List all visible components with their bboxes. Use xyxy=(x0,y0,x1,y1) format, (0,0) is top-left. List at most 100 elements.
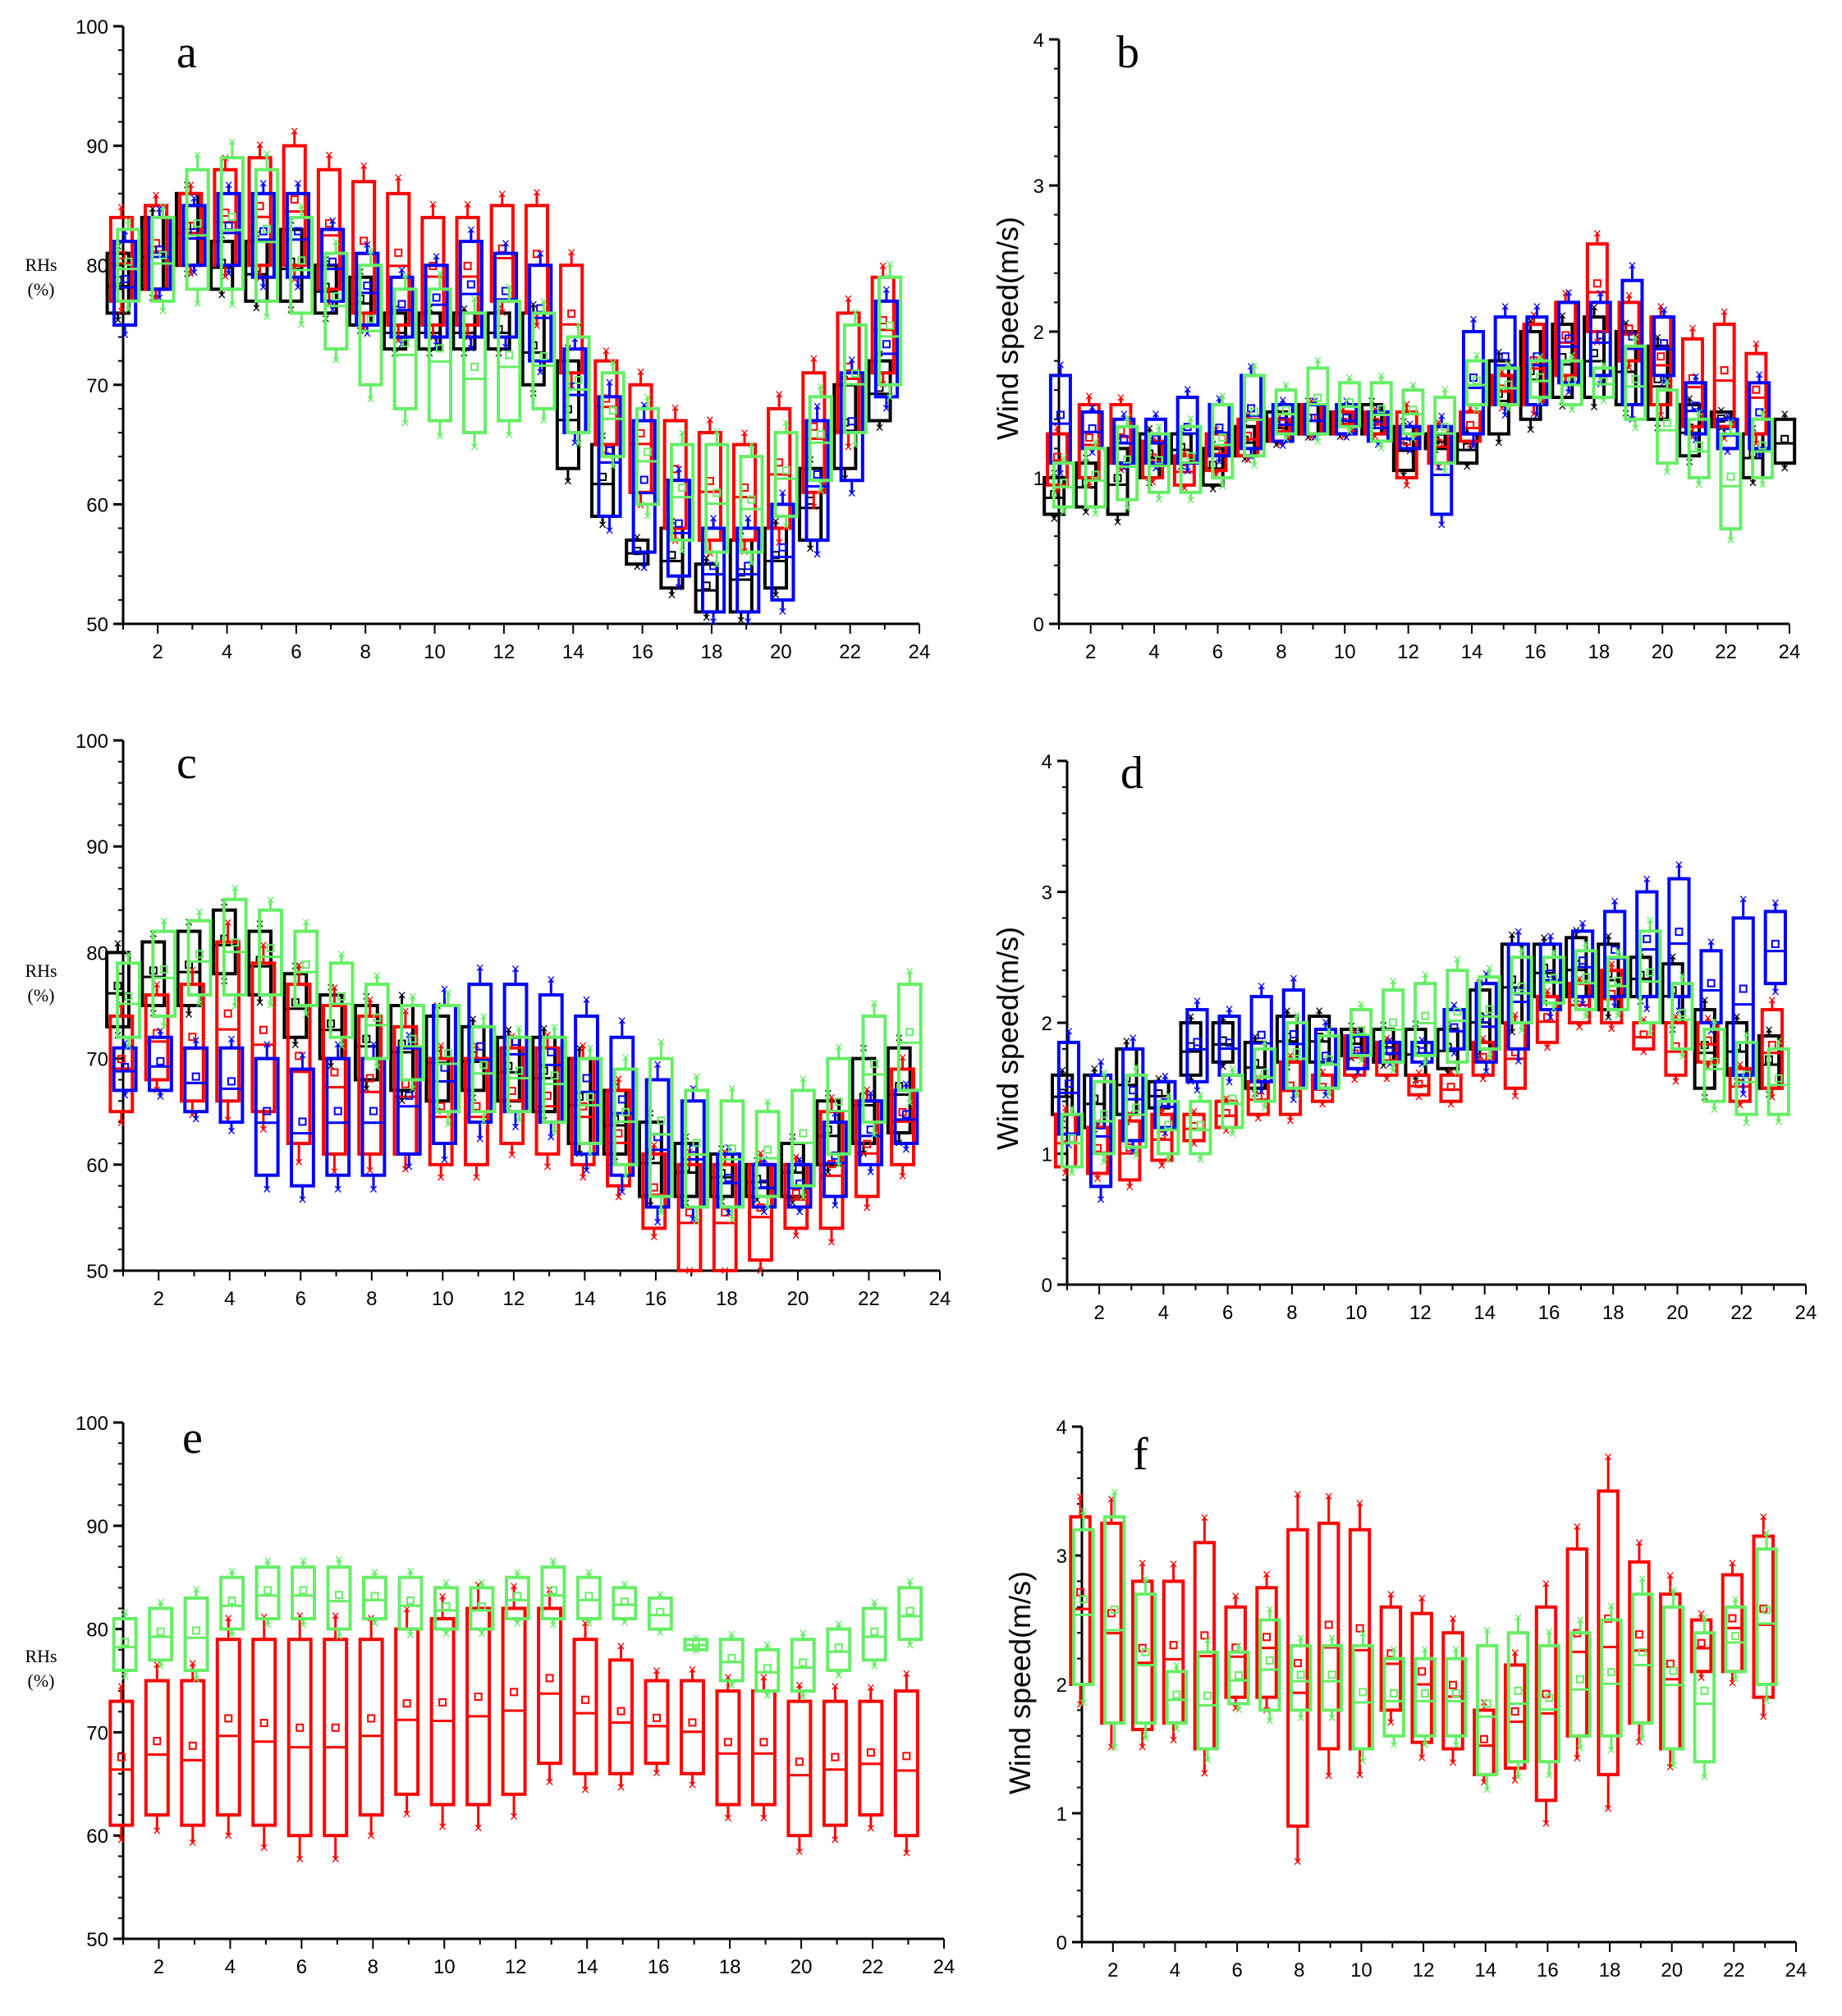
extreme-marker: × xyxy=(898,1050,907,1066)
extreme-marker: × xyxy=(1558,307,1567,323)
x-tick-label: 18 xyxy=(719,1956,741,1978)
extreme-marker: × xyxy=(1685,391,1694,407)
box xyxy=(429,1617,456,1807)
y-tick-label: 50 xyxy=(86,1261,108,1283)
extreme-marker: × xyxy=(689,1080,698,1097)
extreme-marker: × xyxy=(902,1142,911,1158)
box xyxy=(1320,1643,1344,1712)
box xyxy=(1088,1073,1113,1189)
extreme-marker: × xyxy=(1100,1065,1109,1081)
box xyxy=(1414,1656,1436,1738)
mean-marker xyxy=(1152,434,1161,443)
extreme-marker: × xyxy=(1694,404,1703,420)
extreme-marker: × xyxy=(1498,364,1507,380)
extreme-marker: × xyxy=(851,438,860,454)
extreme-marker: × xyxy=(1482,1063,1491,1079)
extreme-marker: × xyxy=(549,1617,558,1633)
extreme-marker: × xyxy=(1573,1519,1582,1535)
box xyxy=(291,1565,317,1621)
extreme-marker: × xyxy=(1079,1695,1088,1711)
box xyxy=(497,299,522,423)
extreme-marker: × xyxy=(159,1018,168,1034)
x-tick-label: 18 xyxy=(1588,641,1610,663)
box xyxy=(1121,1047,1145,1143)
mean-marker xyxy=(1731,1632,1740,1641)
x-tick-label: 22 xyxy=(1723,1959,1745,1982)
series-blue: ××××××××××××××××××××××××××××××××××××××××… xyxy=(112,960,919,1230)
extreme-marker: × xyxy=(1240,451,1249,468)
box xyxy=(1102,1514,1126,1725)
extreme-marker: × xyxy=(1692,432,1701,448)
extreme-marker: × xyxy=(1389,1062,1398,1079)
extreme-marker: × xyxy=(511,961,520,978)
extreme-marker: × xyxy=(760,1204,769,1221)
box xyxy=(647,1596,673,1631)
mean-marker xyxy=(463,261,472,270)
extreme-marker: × xyxy=(1678,1048,1687,1065)
mean-marker xyxy=(1359,1688,1368,1697)
extreme-marker: × xyxy=(875,419,884,436)
extreme-marker: × xyxy=(1668,949,1677,965)
mean-marker xyxy=(1710,1057,1719,1066)
extreme-marker: × xyxy=(1313,352,1322,369)
extreme-marker: × xyxy=(1759,1708,1768,1725)
y-tick-label: 60 xyxy=(86,1826,108,1848)
extreme-marker: × xyxy=(1058,1062,1067,1079)
mean-marker xyxy=(1414,1079,1423,1088)
extreme-marker: × xyxy=(158,303,167,319)
extreme-marker: × xyxy=(1180,444,1189,460)
box xyxy=(493,251,519,339)
mean-marker xyxy=(901,1110,910,1119)
extreme-marker: × xyxy=(1755,448,1764,465)
extreme-marker: × xyxy=(149,200,158,217)
extreme-marker: × xyxy=(224,1611,233,1627)
extreme-marker: × xyxy=(827,1089,836,1106)
series-green: ××××××××××××××××××××××××××××××××××××××××… xyxy=(1072,1484,1778,1798)
extreme-marker: × xyxy=(616,1638,625,1655)
box xyxy=(148,1035,173,1093)
extreme-marker: × xyxy=(605,522,614,538)
extreme-marker: × xyxy=(1437,516,1446,533)
extreme-marker: × xyxy=(547,971,556,987)
box xyxy=(185,167,210,291)
extreme-marker: × xyxy=(1482,1782,1491,1798)
box xyxy=(1382,1656,1405,1738)
x-tick-label: 12 xyxy=(1409,1302,1432,1324)
y-tick-label: 80 xyxy=(86,255,108,277)
box xyxy=(389,275,415,339)
extreme-marker: × xyxy=(1437,408,1446,424)
box xyxy=(1620,278,1644,407)
mean-marker xyxy=(158,250,167,259)
mean-marker xyxy=(1164,1120,1173,1129)
x-tick-label: 4 xyxy=(1170,1959,1180,1982)
mean-marker xyxy=(617,1095,626,1104)
extreme-marker: × xyxy=(1203,1753,1212,1769)
extreme-marker: × xyxy=(1218,479,1227,495)
mean-marker xyxy=(688,1718,697,1727)
extreme-marker: × xyxy=(1107,1491,1116,1508)
x-tick-label: 10 xyxy=(424,641,446,663)
extreme-marker: × xyxy=(678,543,687,560)
x-tick-label: 18 xyxy=(716,1288,738,1310)
extreme-marker: × xyxy=(402,1601,411,1617)
extreme-marker: × xyxy=(302,1006,311,1023)
extreme-marker: × xyxy=(1543,1040,1552,1056)
x-tick-label: 20 xyxy=(1652,641,1674,663)
extreme-marker: × xyxy=(325,147,334,163)
box xyxy=(1689,1618,1713,1674)
extreme-marker: × xyxy=(406,1563,415,1579)
extreme-marker: × xyxy=(1405,415,1414,432)
extreme-marker: × xyxy=(1643,1001,1652,1017)
box xyxy=(1755,1547,1778,1687)
extreme-marker: × xyxy=(121,1604,130,1620)
box xyxy=(1712,323,1736,428)
box xyxy=(1638,929,1662,1024)
extreme-marker: × xyxy=(1453,951,1462,968)
mean-marker xyxy=(1660,339,1669,348)
mean-marker xyxy=(791,1189,800,1198)
extreme-marker: × xyxy=(401,1003,410,1019)
extreme-marker: × xyxy=(1768,992,1777,1009)
mean-marker xyxy=(1669,1666,1678,1675)
extreme-marker: × xyxy=(1254,1110,1263,1126)
mean-marker xyxy=(1720,366,1729,375)
